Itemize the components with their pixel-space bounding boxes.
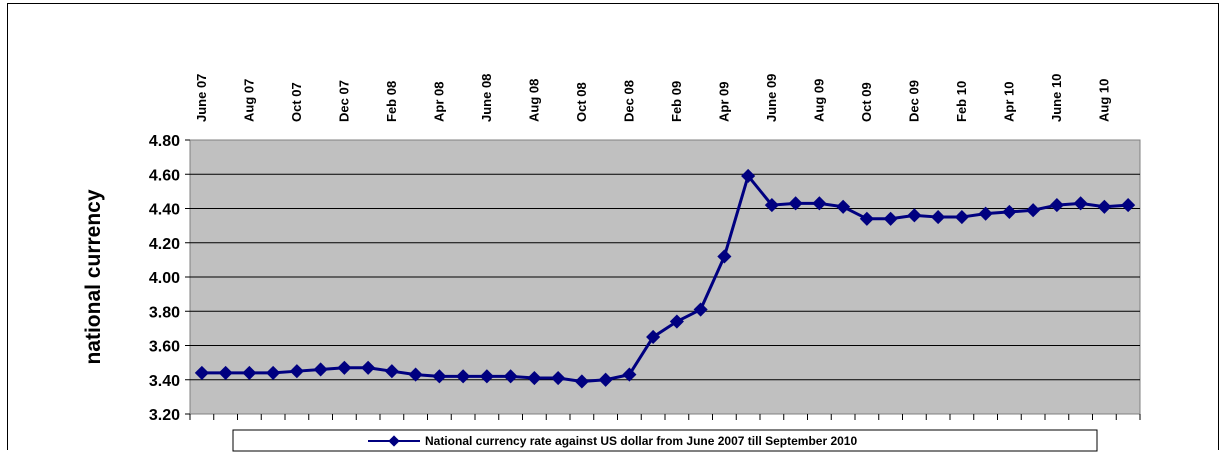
x-tick-label: Feb 09 [669,81,684,122]
data-point [1002,204,1017,219]
series-line [201,172,1129,383]
y-tick-label: 3.20 [149,407,180,424]
data-point [836,199,851,214]
x-tick-label: Dec 08 [621,80,636,122]
data-point [337,360,352,375]
data-point [907,208,922,223]
data-point [788,196,803,211]
data-point [313,362,328,377]
data-point [693,302,708,317]
data-point [194,365,209,380]
x-tick-label: Aug 10 [1096,79,1111,122]
data-point [551,370,566,386]
x-axis-ticks [189,414,1141,420]
data-point [812,196,827,211]
y-tick-label: 4.60 [149,167,180,184]
y-tick-label: 4.40 [149,202,180,219]
data-point [289,364,304,379]
legend: National currency rate against US dollar… [232,429,1098,452]
data-point [266,365,281,380]
data-point [931,209,946,225]
data-point [1121,198,1136,213]
gridlines [185,139,1140,415]
data-point [978,206,993,221]
x-axis-labels: June 07 Aug 07 Oct 07 Dec 07 Feb 08 Apr 08 Jun… [194,74,1112,122]
y-tick-label: 3.40 [149,373,180,390]
y-tick-label: 4.00 [149,270,180,287]
y-tick-label: 4.20 [149,236,180,253]
data-point [1073,196,1088,211]
x-tick-label: Apr 10 [1001,82,1016,122]
y-axis-title: national currency [82,189,105,364]
x-tick-label: June 10 [1049,74,1064,122]
x-tick-label: Feb 10 [954,81,969,122]
y-tick-label: 3.80 [149,304,180,321]
x-tick-label: June 08 [479,74,494,122]
data-point [1097,199,1112,214]
x-tick-label: Oct 07 [289,82,304,122]
x-tick-label: Apr 08 [431,82,446,122]
data-point [741,168,756,184]
y-tick-label: 3.60 [149,339,180,356]
data-point [574,374,589,389]
x-tick-label: Aug 09 [811,79,826,122]
data-point [408,367,423,382]
x-tick-label: June 07 [194,74,209,122]
data-point [954,209,969,225]
x-tick-label: Oct 09 [859,82,874,122]
y-tick-label: 4.80 [149,133,180,150]
data-point [1049,198,1064,213]
x-tick-label: Dec 09 [906,80,921,122]
data-point [764,198,779,213]
data-point [456,369,471,384]
data-point [622,367,637,382]
data-point [479,369,494,384]
data-point [503,369,518,384]
legend-label: National currency rate against US dollar… [425,434,857,448]
chart-frame [7,3,1219,450]
legend-marker-sample [388,435,400,447]
y-axis-labels: 3.20 3.40 3.60 3.80 4.00 4.20 4.40 4.60 4.80 [149,133,180,424]
x-tick-label: Feb 08 [384,81,399,122]
data-point [218,365,233,380]
data-point [242,365,257,380]
data-point [1026,203,1041,218]
data-point [669,314,684,329]
data-point [717,249,732,264]
x-tick-label: Apr 09 [716,82,731,122]
data-point [883,211,898,226]
data-point [598,372,613,387]
data-point [432,369,447,384]
x-tick-label: Aug 07 [241,79,256,122]
data-point [384,364,399,379]
data-point [646,329,661,345]
x-tick-label: Dec 07 [336,80,351,122]
legend-box [232,429,1098,452]
x-tick-label: June 09 [764,74,779,122]
data-point [859,211,874,226]
data-point [527,370,542,386]
series-markers [194,168,1136,389]
x-tick-label: Aug 08 [526,79,541,122]
data-point [361,360,376,375]
x-tick-label: Oct 08 [574,82,589,122]
